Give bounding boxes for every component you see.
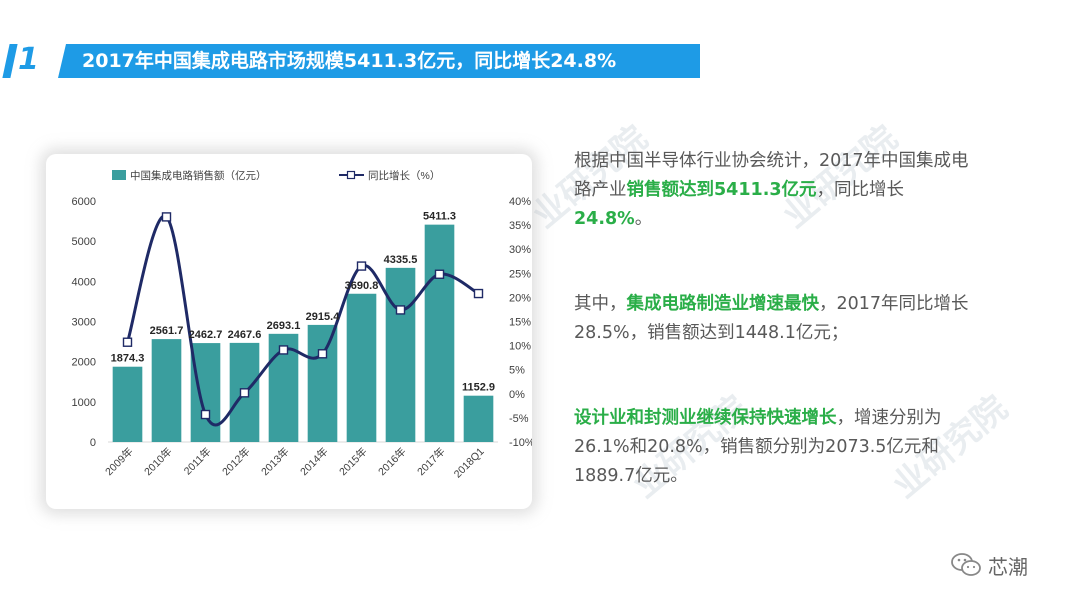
- category-label: 2015年: [336, 445, 369, 478]
- bar-2011年: [190, 343, 221, 442]
- section-number: 1: [18, 42, 39, 77]
- body-text: 其中，: [574, 294, 627, 314]
- left-axis-tick-label: 0: [90, 437, 96, 449]
- growth-point-2018Q1: [473, 288, 484, 299]
- wechat-icon: [951, 553, 981, 576]
- category-label: 2014年: [297, 445, 330, 478]
- right-axis-tick-label: 0%: [509, 389, 525, 401]
- right-axis-tick-label: 30%: [509, 244, 531, 256]
- growth-point-2010年: [161, 212, 172, 222]
- left-axis-tick-label: 1000: [72, 397, 96, 409]
- bar-value-label: 2462.7: [189, 329, 223, 341]
- category-label: 2018Q1: [452, 446, 487, 481]
- header-accent-stripe: [2, 44, 18, 78]
- bar-2017年: [424, 224, 455, 442]
- legend-line-label: 同比增长（%）: [368, 169, 440, 182]
- description-paragraph-3: 设计业和封测业继续保持快速增长，增速分别为26.1%和20.8%，销售额分别为2…: [574, 404, 974, 491]
- category-label: 2012年: [219, 445, 252, 478]
- bar-2010年: [151, 339, 182, 442]
- highlight-text: 销售额达到5411.3亿元: [626, 180, 817, 200]
- left-axis-tick-label: 2000: [72, 357, 96, 369]
- bar-value-label: 2915.4: [306, 311, 341, 323]
- category-label: 2013年: [258, 445, 291, 478]
- growth-point-2009年: [122, 337, 133, 347]
- right-axis-tick-label: 20%: [509, 292, 531, 304]
- category-label: 2009年: [102, 445, 135, 478]
- header-banner: [58, 44, 700, 78]
- right-axis-tick-label: 5%: [509, 365, 525, 377]
- left-axis-tick-label: 5000: [72, 236, 96, 248]
- bar-value-label: 4335.5: [384, 254, 418, 266]
- body-text: ，2017年同比增长28.5%，销售额达到1448.1亿元；: [574, 294, 969, 343]
- left-axis-tick-label: 6000: [72, 196, 96, 208]
- category-label: 2017年: [414, 445, 447, 478]
- legend-line-marker: [346, 170, 356, 180]
- bar-2018Q1: [463, 395, 494, 442]
- right-axis-tick-label: 15%: [509, 317, 531, 329]
- growth-point-2017年: [434, 269, 445, 279]
- bar-2016年: [385, 267, 416, 442]
- sales-growth-chart: 中国集成电路销售额（亿元） 同比增长（%） 0 1000 2000 3000 4000 500…: [72, 169, 532, 481]
- growth-point-2016年: [395, 305, 406, 315]
- right-axis-tick-label: 25%: [509, 268, 531, 280]
- footer-logo-text: 芯潮: [988, 554, 1028, 579]
- category-label: 2016年: [375, 445, 408, 478]
- growth-point-2011年: [200, 409, 211, 420]
- left-axis-tick-label: 3000: [72, 317, 96, 329]
- body-text: 根据中国半导体行业协会统计，2017年中国集成电路产业: [574, 151, 969, 200]
- bar-value-label: 2467.6: [228, 329, 262, 341]
- bar-2014年: [307, 324, 338, 442]
- right-axis-tick-label: 35%: [509, 220, 531, 232]
- left-axis-tick-label: 4000: [72, 276, 96, 288]
- bar-value-label: 2693.1: [267, 320, 301, 332]
- page-title: 2017年中国集成电路市场规模5411.3亿元，同比增长24.8%: [82, 50, 617, 72]
- highlight-text: 设计业和封测业继续保持快速增长: [574, 408, 837, 428]
- body-text: ，增速分别为26.1%和20.8%，销售额分别为2073.5亿元和1889.7亿…: [574, 408, 942, 486]
- growth-point-2014年: [317, 349, 328, 359]
- bar-2015年: [346, 293, 377, 442]
- category-label: 2011年: [181, 445, 214, 478]
- bar-value-label: 1874.3: [111, 353, 145, 365]
- footer-logo: 芯潮: [950, 550, 1028, 580]
- body-text: 。: [634, 209, 653, 229]
- bar-value-label: 1152.9: [462, 382, 495, 394]
- growth-point-2012年: [239, 388, 250, 398]
- bar-2009年: [112, 366, 143, 442]
- description-paragraph-2: 其中，集成电路制造业增速最快，2017年同比增长28.5%，销售额达到1448.…: [574, 290, 974, 348]
- growth-point-2013年: [278, 345, 289, 355]
- bar-value-label: 3690.8: [345, 280, 379, 292]
- legend-bar-swatch: [112, 170, 126, 180]
- right-axis-tick-label: -5%: [509, 413, 529, 425]
- right-axis-tick-label: -10%: [509, 437, 532, 449]
- bar-value-label: 5411.3: [423, 211, 456, 223]
- highlight-text: 24.8%: [574, 209, 635, 229]
- right-axis-tick-label: 10%: [509, 341, 531, 353]
- right-axis-tick-label: 40%: [509, 196, 531, 208]
- body-text: ，同比增长: [816, 180, 905, 200]
- bar-value-label: 2561.7: [150, 325, 184, 337]
- legend-bar-label: 中国集成电路销售额（亿元）: [130, 169, 267, 182]
- highlight-text: 集成电路制造业增速最快: [626, 294, 820, 314]
- category-label: 2010年: [141, 445, 174, 478]
- description-paragraph-1: 根据中国半导体行业协会统计，2017年中国集成电路产业销售额达到5411.3亿元…: [574, 147, 974, 234]
- growth-point-2015年: [356, 261, 367, 271]
